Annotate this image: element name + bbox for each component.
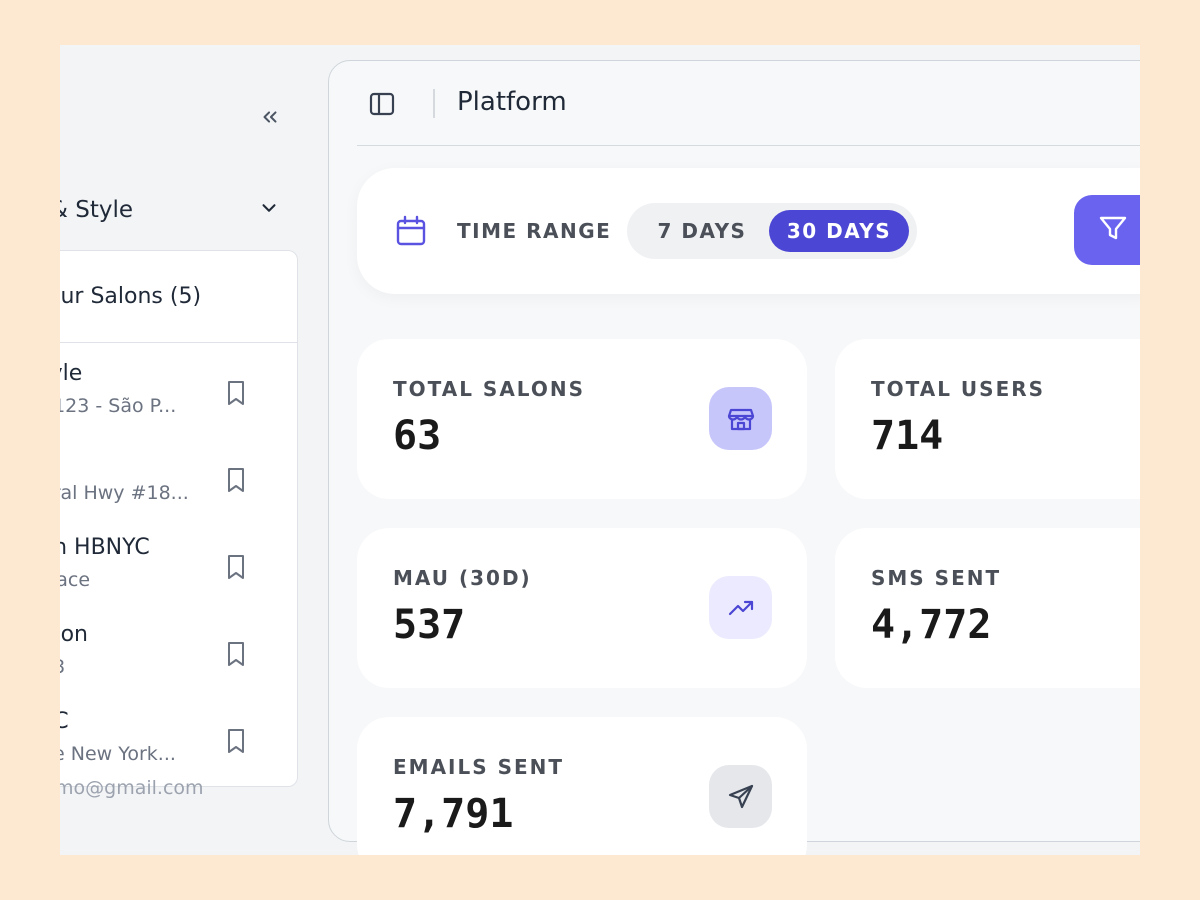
stat-value: 537 — [393, 602, 466, 648]
send-icon — [709, 765, 772, 828]
stat-label: SMS SENT — [871, 566, 1002, 590]
salon-name: ch HBNYC — [60, 535, 150, 560]
bookmark-icon[interactable] — [224, 553, 248, 581]
stat-card-mau: MAU (30D) 537 — [357, 528, 807, 688]
workspace-name: & Style — [60, 197, 134, 223]
toggle-sidebar-icon[interactable] — [369, 91, 395, 117]
salon-name: tyle — [60, 361, 83, 386]
salon-list-item[interactable]: alon 23 — [60, 604, 297, 691]
top-bar: Platform — [357, 61, 1140, 146]
salon-name: YC — [60, 709, 69, 734]
chevron-down-icon — [258, 197, 280, 223]
stat-label: TOTAL USERS — [871, 377, 1046, 401]
salons-dropdown-header: our Salons (5) — [60, 251, 297, 343]
bookmark-icon[interactable] — [224, 466, 248, 494]
salon-address: , 123 - São P... — [60, 395, 177, 417]
filter-button[interactable] — [1074, 195, 1140, 265]
calendar-icon — [395, 215, 427, 247]
salon-address: 23 — [60, 656, 65, 678]
salon-address: rrace — [60, 569, 91, 591]
salon-list-item[interactable]: ch HBNYC rrace — [60, 517, 297, 604]
bookmark-icon[interactable] — [224, 727, 248, 755]
filter-icon — [1098, 213, 1128, 247]
bookmark-icon[interactable] — [224, 640, 248, 668]
stat-card-sms-sent: SMS SENT 4,772 — [835, 528, 1140, 688]
time-range-filter-card: TIME RANGE 7 DAYS 30 DAYS — [357, 168, 1140, 294]
salon-list-item[interactable]: eral Hwy #18... — [60, 430, 297, 517]
salon-list-item[interactable]: YC ue New York... — [60, 691, 297, 778]
stat-card-total-users: TOTAL USERS 714 — [835, 339, 1140, 499]
app-screen: & Style our Salons (5) tyle , 123 - São … — [60, 45, 1140, 855]
stat-label: EMAILS SENT — [393, 755, 565, 779]
trending-up-icon — [709, 576, 772, 639]
salon-name: alon — [60, 622, 88, 647]
bookmark-icon[interactable] — [224, 379, 248, 407]
salons-count-label: our Salons (5) — [60, 284, 202, 309]
salons-dropdown: our Salons (5) tyle , 123 - São P... era… — [60, 250, 298, 787]
stat-label: MAU (30D) — [393, 566, 532, 590]
stat-card-total-salons: TOTAL SALONS 63 — [357, 339, 807, 499]
page-title: Platform — [457, 87, 567, 117]
stat-value: 7,791 — [393, 791, 514, 837]
collapse-sidebar-icon[interactable] — [256, 103, 284, 131]
store-icon — [709, 387, 772, 450]
salon-address: ue New York... — [60, 743, 176, 765]
salon-address: eral Hwy #18... — [60, 482, 189, 504]
main-panel: Platform TIME RANGE 7 DAYS 30 DAYS — [328, 60, 1140, 855]
stat-label: TOTAL SALONS — [393, 377, 585, 401]
header-divider — [433, 89, 435, 118]
stat-card-emails-sent: EMAILS SENT 7,791 — [357, 717, 807, 855]
workspace-selector[interactable]: & Style — [60, 190, 280, 230]
salon-list-item[interactable]: tyle , 123 - São P... — [60, 343, 297, 430]
time-range-label: TIME RANGE — [457, 219, 612, 243]
stat-value: 714 — [871, 413, 944, 459]
stat-value: 63 — [393, 413, 442, 459]
range-30-days-button[interactable]: 30 DAYS — [769, 210, 909, 252]
range-7-days-button[interactable]: 7 DAYS — [657, 219, 747, 243]
user-email: mo@gmail.com — [60, 777, 204, 799]
stat-value: 4,772 — [871, 602, 992, 648]
time-range-toggle: 7 DAYS 30 DAYS — [627, 203, 917, 259]
